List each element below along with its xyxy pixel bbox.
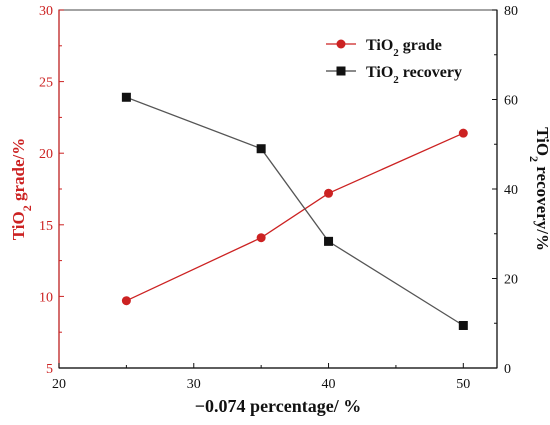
data-point-grade bbox=[324, 188, 334, 198]
legend-label-grade: TiO2 grade bbox=[366, 37, 442, 59]
right-y-axis-title-rest: recovery/% bbox=[533, 162, 550, 251]
legend-item-grade: TiO2 grade bbox=[326, 37, 442, 59]
left-tick-label: 15 bbox=[39, 219, 53, 234]
x-axis-title: −0.074 percentage/ % bbox=[195, 396, 361, 416]
data-point-recovery bbox=[121, 92, 131, 102]
right-y-axis-title-sub: 2 bbox=[527, 156, 541, 162]
right-y-axis-title-main: TiO bbox=[533, 127, 550, 156]
x-tick-label: 30 bbox=[187, 377, 201, 392]
left-tick-label: 10 bbox=[39, 290, 53, 305]
series-line-0 bbox=[126, 132, 464, 302]
left-y-axis: 5 10 15 20 25 30 bbox=[39, 4, 64, 377]
left-y-axis-title-main: TiO bbox=[9, 211, 28, 240]
data-point-recovery bbox=[324, 236, 334, 246]
legend-label-recovery: TiO2 recovery bbox=[366, 64, 462, 86]
x-tick-label: 20 bbox=[52, 377, 66, 392]
right-tick-label: 20 bbox=[504, 273, 518, 288]
series-layer bbox=[121, 92, 468, 330]
data-point-grade bbox=[121, 296, 131, 306]
data-point-grade bbox=[256, 233, 266, 243]
left-tick-label: 5 bbox=[46, 362, 53, 377]
left-y-axis-title-rest: grade/% bbox=[9, 138, 28, 206]
left-tick-label: 20 bbox=[39, 147, 53, 162]
right-tick-label: 80 bbox=[504, 4, 518, 19]
right-tick-label: 0 bbox=[504, 362, 511, 377]
left-tick-label: 25 bbox=[39, 76, 53, 91]
right-y-axis: 0 20 40 60 80 bbox=[492, 4, 518, 377]
left-y-axis-title: TiO2 grade/% bbox=[9, 138, 34, 241]
legend: TiO2 grade TiO2 recovery bbox=[326, 37, 462, 86]
series-line-1 bbox=[126, 96, 464, 327]
right-tick-label: 40 bbox=[504, 183, 518, 198]
legend-marker-recovery bbox=[336, 66, 346, 76]
x-axis: 20 30 40 50 bbox=[52, 363, 497, 392]
legend-marker-grade bbox=[336, 39, 346, 49]
data-point-recovery bbox=[458, 320, 468, 330]
data-point-recovery bbox=[256, 144, 266, 154]
x-tick-label: 50 bbox=[456, 377, 470, 392]
left-tick-label: 30 bbox=[39, 4, 53, 19]
data-point-grade bbox=[458, 128, 468, 138]
left-y-axis-title-sub: 2 bbox=[20, 205, 34, 211]
legend-item-recovery: TiO2 recovery bbox=[326, 64, 462, 86]
x-tick-label: 40 bbox=[322, 377, 336, 392]
right-tick-label: 60 bbox=[504, 94, 518, 109]
right-y-axis-title: TiO2 recovery/% bbox=[527, 127, 550, 251]
